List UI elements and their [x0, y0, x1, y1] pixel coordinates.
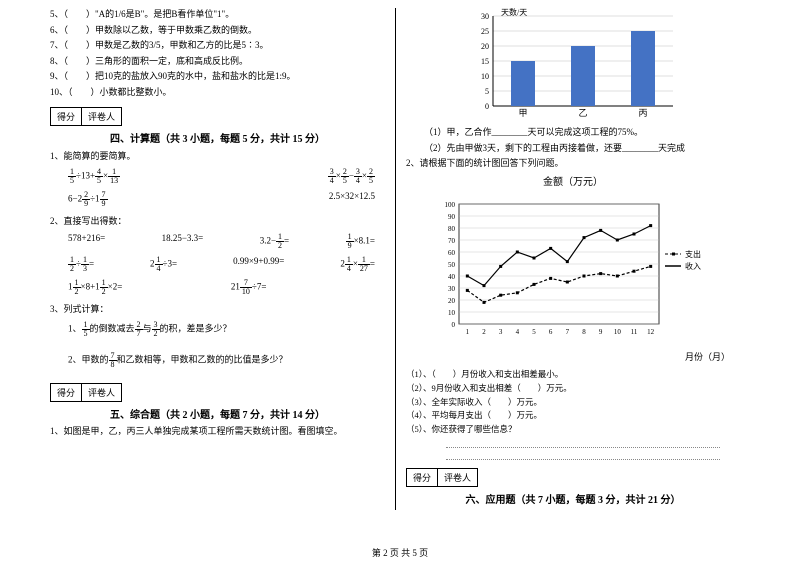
calc-row: 578+216= 18.25−3.3= 3.2−12= 19×8.1=	[50, 233, 385, 250]
section-6-title: 六、应用题（共 7 小题，每题 3 分，共计 21 分）	[406, 491, 740, 506]
svg-text:30: 30	[448, 285, 456, 293]
answer-line	[446, 452, 720, 460]
bar-q2: （2）先由甲做3天，剩下的工程由丙接着做，还要________天完成	[406, 142, 740, 155]
line-q: （2）、9月份收入和支出相差（ ）万元。	[406, 383, 740, 395]
svg-text:11: 11	[631, 328, 638, 336]
line-questions: （1）、（ ）月份收入和支出相差最小。 （2）、9月份收入和支出相差（ ）万元。…	[406, 369, 740, 460]
grader-label: 评卷人	[81, 383, 122, 402]
calc-item: 18.25−3.3=	[162, 233, 204, 250]
line-q: （5）、你还获得了哪些信息？	[406, 424, 740, 436]
calc-item: 12÷13=	[68, 256, 94, 273]
score-label: 得分	[50, 107, 82, 126]
calc-item: 214÷3=	[150, 256, 177, 273]
svg-text:25: 25	[481, 27, 489, 36]
calc-item: 0.99×9+0.99=	[233, 256, 284, 273]
section-5-q1: 1、如图是甲，乙，丙三人单独完成某项工程所需天数统计图。看图填空。	[50, 425, 385, 438]
svg-text:60: 60	[448, 249, 456, 257]
calc-sub-2: 2、直接写出得数：	[50, 214, 385, 227]
calc-item: 2.5×32×12.5	[329, 191, 375, 208]
grader-label: 评卷人	[81, 107, 122, 126]
svg-text:甲: 甲	[518, 108, 527, 118]
calc-item: 578+216=	[68, 233, 105, 250]
bar-q1: （1）甲，乙合作________天可以完成这项工程的75%。	[406, 126, 740, 139]
score-label: 得分	[406, 468, 438, 487]
calc-sub-3: 3、列式计算：	[50, 302, 385, 315]
left-column: 5、（ ）"A的1/6是B"。是把B看作单位"1"。 6、（ ）甲数除以乙数，等…	[50, 8, 395, 510]
svg-text:70: 70	[448, 237, 456, 245]
true-false-list: 5、（ ）"A的1/6是B"。是把B看作单位"1"。 6、（ ）甲数除以乙数，等…	[50, 8, 385, 99]
svg-text:30: 30	[481, 12, 489, 21]
svg-text:2: 2	[482, 328, 486, 336]
tf-item: 5、（ ）"A的1/6是B"。是把B看作单位"1"。	[50, 8, 385, 21]
section-5-title: 五、综合题（共 2 小题，每题 7 分，共计 14 分）	[50, 406, 385, 421]
formula-q2: 2、甲数的78和乙数相等，甲数和乙数的的比值是多少？	[50, 352, 385, 369]
svg-text:支出: 支出	[685, 249, 701, 259]
calc-row: 15÷13+45×113 34×25−34×25	[50, 168, 385, 185]
svg-text:20: 20	[481, 42, 489, 51]
svg-text:5: 5	[485, 87, 489, 96]
svg-text:6: 6	[549, 328, 553, 336]
svg-text:8: 8	[582, 328, 586, 336]
score-box: 得分 评卷人	[50, 383, 385, 402]
calc-item: 21710÷7=	[231, 279, 267, 296]
calc-item: 112×8+112×2=	[68, 279, 122, 296]
svg-text:9: 9	[599, 328, 603, 336]
svg-text:12: 12	[647, 328, 655, 336]
svg-text:100: 100	[445, 201, 456, 209]
svg-text:15: 15	[481, 57, 489, 66]
calc-item: 19×8.1=	[346, 233, 375, 250]
svg-text:20: 20	[448, 297, 456, 305]
grader-label: 评卷人	[437, 468, 478, 487]
svg-text:收入: 收入	[685, 261, 701, 271]
section-4-title: 四、计算题（共 3 小题，每题 5 分，共计 15 分）	[50, 130, 385, 145]
bar-chart: 0 5 10 15 20 25 30 天数/天甲 乙 丙	[463, 8, 683, 118]
line-q: （3）、全年实际收入（ ）万元。	[406, 397, 740, 409]
formula-q1: 1、15的倒数减去27与32的积，差是多少？	[50, 321, 385, 338]
calc-sub-1: 1、能简算的要简算。	[50, 149, 385, 162]
line-chart: 0102030405060708090100123456789101112支出收…	[433, 194, 713, 344]
svg-text:10: 10	[614, 328, 622, 336]
svg-text:40: 40	[448, 273, 456, 281]
svg-text:50: 50	[448, 261, 456, 269]
svg-text:乙: 乙	[578, 108, 587, 118]
svg-text:90: 90	[448, 213, 456, 221]
svg-text:天数/天: 天数/天	[501, 8, 527, 17]
calc-item: 15÷13+45×113	[68, 168, 120, 185]
score-box: 得分 评卷人	[50, 107, 385, 126]
tf-item: 6、（ ）甲数除以乙数，等于甲数乘乙数的倒数。	[50, 24, 385, 37]
calc-row: 6−229÷179 2.5×32×12.5	[50, 191, 385, 208]
line-q: （4）、平均每月支出（ ）万元。	[406, 410, 740, 422]
svg-text:80: 80	[448, 225, 456, 233]
calc-item: 214×127=	[340, 256, 375, 273]
svg-text:0: 0	[452, 321, 456, 329]
score-box: 得分 评卷人	[406, 468, 740, 487]
calc-row: 12÷13= 214÷3= 0.99×9+0.99= 214×127=	[50, 256, 385, 273]
calc-item: 3.2−12=	[260, 233, 289, 250]
score-label: 得分	[50, 383, 82, 402]
xlabel: 月份（月）	[406, 350, 740, 363]
svg-text:10: 10	[448, 309, 456, 317]
calc-item: 34×25−34×25	[328, 168, 375, 185]
line-chart-title: 金额（万元）	[406, 173, 740, 188]
svg-text:丙: 丙	[638, 108, 647, 118]
svg-text:10: 10	[481, 72, 489, 81]
page-footer: 第 2 页 共 5 页	[0, 546, 800, 559]
line-q: （1）、（ ）月份收入和支出相差最小。	[406, 369, 740, 381]
calc-item: 6−229÷179	[68, 191, 108, 208]
svg-text:1: 1	[466, 328, 470, 336]
svg-text:7: 7	[566, 328, 570, 336]
tf-item: 8、（ ）三角形的面积一定，底和高成反比例。	[50, 55, 385, 68]
tf-item: 7、（ ）甲数是乙数的3/5，甲数和乙方的比是5∶3。	[50, 39, 385, 52]
svg-text:4: 4	[516, 328, 520, 336]
tf-item: 10、（ ）小数都比整数小。	[50, 86, 385, 99]
sub-2: 2、请根据下面的统计图回答下列问题。	[406, 157, 740, 170]
tf-item: 9、（ ）把10克的盐放入90克的水中，盐和盐水的比是1:9。	[50, 70, 385, 83]
calc-row: 112×8+112×2= 21710÷7=	[50, 279, 385, 296]
svg-text:3: 3	[499, 328, 503, 336]
right-column: 051015202530天数/天甲乙丙 （1）甲，乙合作________天可以完…	[395, 8, 740, 510]
svg-text:5: 5	[532, 328, 536, 336]
answer-line	[446, 440, 720, 448]
svg-text:0: 0	[485, 102, 489, 111]
